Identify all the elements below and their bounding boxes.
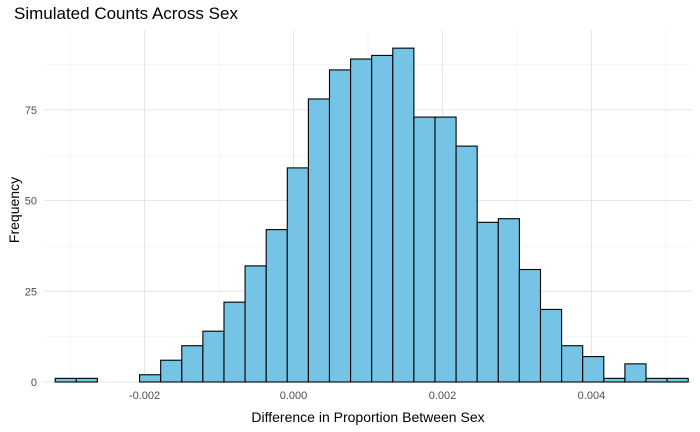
y-tick-label: 50 <box>25 196 37 208</box>
y-tick-label: 25 <box>25 286 37 298</box>
x-tick-label: 0.002 <box>429 390 457 402</box>
histogram-bar <box>160 359 183 383</box>
histogram-bar <box>645 377 668 383</box>
histogram-bar <box>539 308 563 383</box>
histogram-bar <box>582 356 605 383</box>
ticks-layer: -0.002 0.000 0.002 0.004 0 25 50 75 <box>25 105 605 402</box>
x-axis-label: Difference in Proportion Between Sex <box>251 409 485 425</box>
histogram-bar <box>286 167 309 383</box>
histogram-bar <box>497 218 520 383</box>
y-tick-label: 0 <box>31 377 37 389</box>
y-tick-label: 75 <box>25 105 37 117</box>
x-tick-label: 0.000 <box>280 390 308 402</box>
histogram-bar <box>328 69 352 383</box>
x-tick-label: 0.004 <box>578 390 606 402</box>
histogram-bar <box>413 116 436 383</box>
histogram-bar <box>244 265 267 383</box>
bars-layer <box>54 47 689 383</box>
x-tick-label: -0.002 <box>129 390 160 402</box>
chart-title: Simulated Counts Across Sex <box>14 4 238 23</box>
histogram-bar <box>202 330 225 383</box>
histogram-bar <box>350 58 373 383</box>
histogram-bar <box>265 229 288 383</box>
histogram-bar <box>603 377 626 383</box>
histogram-bar <box>434 116 457 383</box>
histogram-bar <box>392 47 415 383</box>
histogram-bar <box>624 363 647 383</box>
histogram-bar <box>181 345 204 383</box>
histogram-bar <box>223 301 246 383</box>
histogram-bar <box>666 377 689 383</box>
histogram-bar <box>561 345 584 383</box>
histogram-bar <box>518 268 542 383</box>
histogram-bar <box>476 221 499 383</box>
histogram-bar <box>371 54 394 383</box>
histogram-bar <box>75 377 98 383</box>
histogram-bar <box>307 98 331 383</box>
histogram-bar <box>139 374 162 383</box>
histogram-bar <box>455 145 478 383</box>
histogram-bar <box>54 377 77 383</box>
